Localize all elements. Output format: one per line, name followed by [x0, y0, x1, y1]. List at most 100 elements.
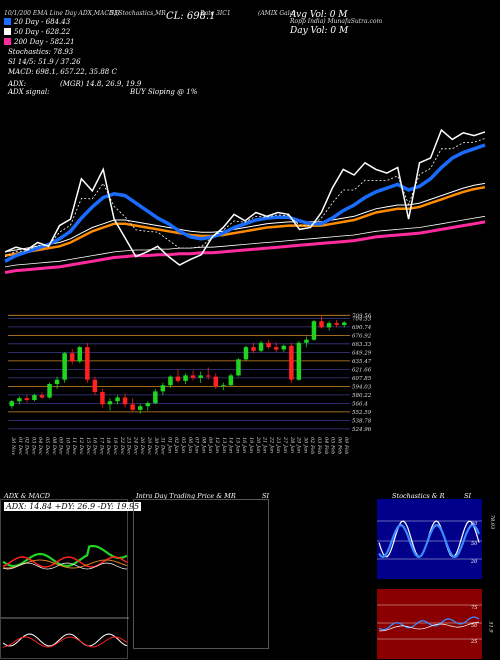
candle-body: [138, 406, 143, 410]
signal-dotted-line: [4, 138, 486, 257]
candle-body: [9, 401, 14, 407]
date-tick-label: 30 Jan: [302, 437, 308, 453]
price-level-label: 524.96: [352, 427, 372, 433]
candle-body: [258, 342, 264, 351]
candle-body: [160, 385, 166, 392]
candle-body: [266, 342, 271, 348]
stoch-d-line: [378, 523, 481, 559]
intraday-panel-title: Intra Day Trading Price & MR: [136, 492, 236, 500]
date-tick-label: 08 Jan: [200, 437, 206, 453]
adx-panel-title: ADX & MACD: [4, 492, 50, 500]
date-tick-label: 13 Jan: [221, 437, 227, 453]
date-tick-label: 23 Dec: [126, 436, 132, 455]
date-tick-label: 09 Dec: [58, 437, 64, 455]
candle-body: [183, 375, 188, 381]
date-tick-label: 20 Jan: [255, 436, 261, 453]
date-tick-label: 30 Dec: [153, 437, 159, 455]
stoch-panel-title: Stochastics & R: [392, 492, 445, 500]
price-level-label: 594.03: [352, 384, 372, 390]
date-tick-label: 29 Dec: [146, 436, 152, 455]
date-tick-label: 05 Dec: [44, 437, 50, 455]
candle-body: [77, 347, 82, 362]
candle-body: [115, 397, 120, 402]
legend-swatch-white: [4, 28, 11, 35]
price-level-label: 538.78: [352, 418, 372, 424]
candle-body: [85, 347, 90, 380]
candle-body: [175, 376, 181, 381]
candle-body: [296, 342, 302, 380]
date-tick-label: 02 Dec: [24, 437, 30, 455]
candle-body: [228, 375, 234, 386]
adx-signal-line: [2, 562, 128, 570]
ema200-upper-band: [4, 215, 486, 268]
candle-body: [17, 398, 22, 402]
intraday-panel: [133, 499, 269, 649]
date-tick-label: 02 Jan: [173, 437, 179, 453]
date-tick-label: 09 Jan: [207, 437, 213, 453]
candle-body: [153, 391, 158, 404]
date-tick-label: 15 Dec: [85, 437, 91, 455]
stoch-rsi-panel: 78.93 51.9 80 50 20 75 50 25: [377, 499, 497, 659]
candle-body: [70, 353, 75, 362]
candle-body: [198, 375, 203, 378]
price-level-label: 607.85: [352, 376, 372, 382]
day-volume-label: Day Vol: 0 M: [290, 26, 349, 36]
close-price-label: CL: 698.1: [166, 11, 216, 22]
date-tick-label: 12 Jan: [214, 437, 220, 453]
candle-body: [100, 392, 105, 405]
candle-body: [326, 323, 332, 328]
candle-body: [107, 401, 113, 405]
candle-body: [213, 376, 218, 387]
candle-body: [274, 347, 279, 350]
macd-signal-line: [2, 636, 128, 648]
candle-body: [39, 395, 45, 398]
price-level-label: 690.74: [352, 325, 372, 331]
date-tick-label: 02 Feb: [309, 437, 315, 454]
ema-lines: [4, 128, 486, 274]
candle-body: [236, 359, 241, 376]
date-tick-label: 23 Jan: [275, 436, 281, 453]
rsi-line: [378, 616, 480, 631]
intraday-si-label: SI: [262, 492, 270, 500]
avg-volume-label: Avg Vol: 0 M: [290, 10, 348, 20]
ema200-line: [4, 220, 486, 274]
stochastics-readout: Stochastics: 78.93: [8, 48, 74, 56]
adx-values-badge: ADX: 14.84 +DY: 26.9 -DY: 19.95: [4, 502, 142, 511]
candle-body: [190, 375, 196, 378]
price-level-label: 663.33: [352, 342, 372, 348]
date-tick-label: 19 Dec: [112, 437, 118, 455]
price-level-label: 709.56: [352, 313, 372, 319]
date-tick-label: 31 Dec: [160, 437, 166, 455]
candle-body: [62, 353, 67, 380]
candle-body: [311, 321, 317, 340]
price-level-label: 566.4: [352, 401, 368, 407]
candle-body: [221, 385, 226, 387]
rsi-scale-25: 25: [471, 639, 478, 645]
candlesticks: [9, 316, 347, 414]
buy-signal-label: BUY Sloping @ 1%: [130, 88, 198, 96]
date-tick-label: 24 Dec: [132, 436, 138, 455]
price-level-label: 676.92: [352, 333, 372, 339]
adx-plus-di-line: [2, 544, 128, 568]
orange-trend-line: [4, 185, 486, 257]
date-tick-label: 04 Feb: [323, 437, 329, 454]
price-level-label: 552.59: [352, 410, 372, 416]
candle-body: [342, 322, 347, 325]
price-level-label: 704.33: [352, 317, 372, 323]
candle-body: [54, 379, 60, 384]
stoch-si-label: SI: [464, 492, 472, 500]
close-price-line: [4, 128, 486, 266]
candle-body: [206, 375, 211, 377]
date-tick-label: 07 Jan: [194, 437, 200, 453]
stoch-scale-80: 80: [471, 521, 478, 527]
candle-body: [92, 379, 98, 392]
candle-body: [251, 347, 256, 351]
date-tick-label: 19 Jan: [248, 437, 254, 453]
date-tick-label: 21 Jan: [262, 436, 268, 453]
date-tick-label: 17 Dec: [98, 437, 104, 455]
date-tick-label: 03 Feb: [316, 437, 322, 454]
rsi-signal-line: [378, 621, 480, 632]
candle-body: [122, 397, 128, 405]
date-tick-label: 27 Jan: [282, 436, 288, 453]
date-tick-label: 09 Feb: [343, 437, 349, 454]
